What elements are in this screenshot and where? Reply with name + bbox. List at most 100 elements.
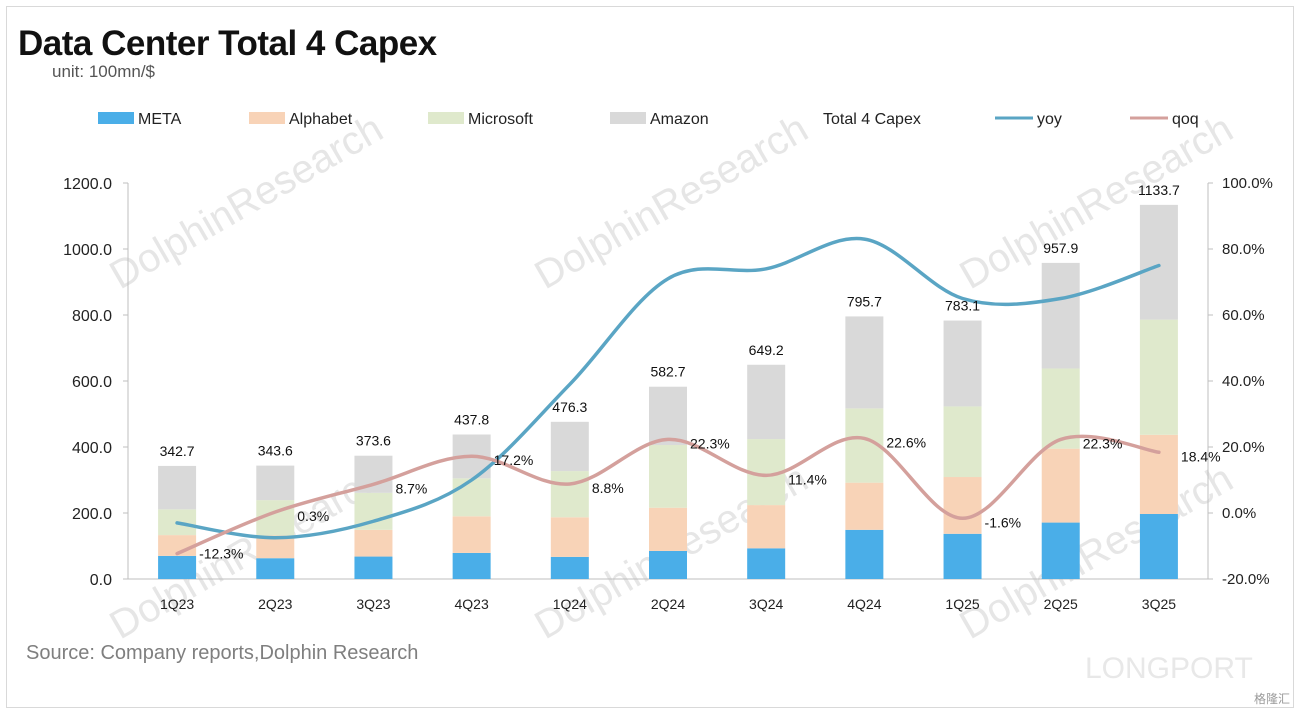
- left-tick-label: 200.0: [72, 506, 112, 523]
- total-label: 437.8: [454, 412, 489, 428]
- left-tick-label: 400.0: [72, 440, 112, 457]
- bar-microsoft-2Q24: [649, 445, 687, 508]
- bar-amazon-1Q23: [158, 465, 197, 510]
- right-tick-label: -20.0%: [1222, 571, 1270, 588]
- bar-alphabet-3Q25: [1139, 434, 1178, 514]
- x-tick-label: 2Q24: [651, 596, 685, 612]
- bar-meta-1Q24: [550, 556, 589, 579]
- bar-meta-2Q24: [649, 550, 687, 579]
- bar-meta-4Q24: [845, 529, 884, 579]
- bar-amazon-2Q23: [256, 465, 295, 501]
- qoq-label: 22.3%: [690, 435, 730, 451]
- bar-amazon-4Q24: [845, 316, 884, 409]
- x-tick-label: 3Q24: [749, 596, 783, 612]
- left-tick-label: 1000.0: [63, 242, 112, 259]
- x-tick-label: 3Q23: [356, 596, 390, 612]
- bar-alphabet-4Q23: [452, 516, 491, 553]
- total-label: 582.7: [650, 364, 685, 380]
- qoq-label: -12.3%: [199, 546, 243, 562]
- total-label: 343.6: [258, 443, 293, 459]
- data-label-layer: 342.7 343.6 373.6 437.8 476.3 582.7 649.2 795.7…: [160, 182, 1221, 562]
- corner-badge: 格隆汇: [1253, 692, 1290, 706]
- watermark-text: DolphinResearch: [953, 106, 1241, 298]
- total-label: 1133.7: [1138, 182, 1180, 198]
- bar-layer: [158, 204, 1178, 579]
- watermark-text: DolphinResearch: [953, 456, 1241, 648]
- qoq-label: 22.6%: [886, 434, 926, 450]
- legend-swatch-amazon: [610, 112, 646, 124]
- bar-meta-3Q23: [354, 556, 393, 579]
- source-note: Source: Company reports,Dolphin Research: [26, 642, 419, 664]
- left-tick-label: 800.0: [72, 308, 112, 325]
- bar-alphabet-3Q23: [354, 529, 393, 557]
- qoq-label: 17.2%: [494, 452, 534, 468]
- total-label: 373.6: [356, 433, 391, 449]
- x-tick-label: 4Q23: [455, 596, 489, 612]
- axes: 0.0 200.0 400.0 600.0 800.0 1000.0 1200.0 -20.0…: [63, 175, 1273, 612]
- legend-swatch-alphabet: [249, 112, 285, 124]
- legend-label-yoy: yoy: [1037, 111, 1062, 128]
- right-tick-label: 0.0%: [1222, 505, 1256, 522]
- qoq-label: 8.8%: [592, 480, 624, 496]
- legend-label-alphabet: Alphabet: [289, 111, 353, 128]
- bar-alphabet-1Q25: [943, 477, 982, 534]
- qoq-label: 8.7%: [395, 480, 427, 496]
- bar-amazon-1Q25: [943, 320, 982, 407]
- bar-alphabet-1Q24: [550, 517, 589, 557]
- legend-label-microsoft: Microsoft: [468, 111, 533, 128]
- bar-meta-2Q23: [256, 558, 295, 579]
- total-label: 957.9: [1043, 240, 1078, 256]
- bar-alphabet-3Q24: [747, 505, 786, 549]
- total-label: 795.7: [847, 293, 882, 309]
- qoq-label: 11.4%: [788, 471, 827, 487]
- line-layer: [175, 236, 1161, 556]
- bar-microsoft-4Q23: [452, 478, 491, 517]
- unit-label: unit: 100mn/$: [52, 62, 156, 81]
- right-tick-label: 60.0%: [1222, 307, 1265, 324]
- watermark-text: DolphinResearch: [103, 106, 391, 298]
- line-yoy: [175, 236, 1161, 540]
- bar-meta-2Q25: [1041, 522, 1080, 579]
- bar-meta-3Q25: [1139, 513, 1178, 579]
- bar-meta-1Q25: [943, 533, 982, 579]
- bar-amazon-3Q25: [1139, 204, 1178, 320]
- bar-alphabet-2Q24: [649, 507, 687, 551]
- bar-amazon-3Q24: [747, 364, 786, 440]
- bar-amazon-2Q25: [1041, 262, 1080, 369]
- right-tick-label: 40.0%: [1222, 373, 1265, 390]
- right-tick-label: 80.0%: [1222, 241, 1265, 258]
- legend-swatch-microsoft: [428, 112, 464, 124]
- watermark-text: DolphinResearch: [103, 456, 391, 648]
- legend-label-amazon: Amazon: [650, 111, 709, 128]
- qoq-label: -1.6%: [985, 514, 1022, 530]
- x-tick-label: 3Q25: [1142, 596, 1176, 612]
- legend-label-qoq: qoq: [1172, 111, 1199, 128]
- x-tick-label: 2Q23: [258, 596, 292, 612]
- bar-amazon-2Q24: [649, 386, 687, 446]
- bar-amazon-1Q24: [550, 421, 589, 472]
- brand-watermark: LONGPORT: [1085, 652, 1253, 685]
- left-tick-label: 0.0: [90, 572, 112, 589]
- qoq-label: 18.4%: [1181, 448, 1221, 464]
- x-tick-label: 1Q24: [553, 596, 587, 612]
- legend-swatch-meta: [98, 112, 134, 124]
- x-tick-label: 4Q24: [847, 596, 881, 612]
- line-qoq: [175, 434, 1161, 556]
- x-tick-label: 2Q25: [1044, 596, 1078, 612]
- total-label: 342.7: [160, 443, 195, 459]
- legend-label-total-4-capex: Total 4 Capex: [823, 111, 921, 128]
- total-label: 783.1: [945, 298, 980, 314]
- x-tick-label: 1Q25: [945, 596, 979, 612]
- bar-alphabet-2Q25: [1041, 448, 1080, 523]
- bar-alphabet-2Q23: [256, 535, 295, 559]
- x-tick-label: 1Q23: [160, 596, 194, 612]
- right-tick-label: 100.0%: [1222, 175, 1273, 192]
- left-tick-label: 600.0: [72, 374, 112, 391]
- legend-label-meta: META: [138, 111, 182, 128]
- legend: META Alphabet Microsoft Amazon Total 4 Capex…: [98, 111, 1199, 128]
- qoq-label: 22.3%: [1083, 435, 1123, 451]
- bar-meta-3Q24: [747, 548, 786, 579]
- bar-microsoft-1Q25: [943, 406, 982, 478]
- right-tick-label: 20.0%: [1222, 439, 1265, 456]
